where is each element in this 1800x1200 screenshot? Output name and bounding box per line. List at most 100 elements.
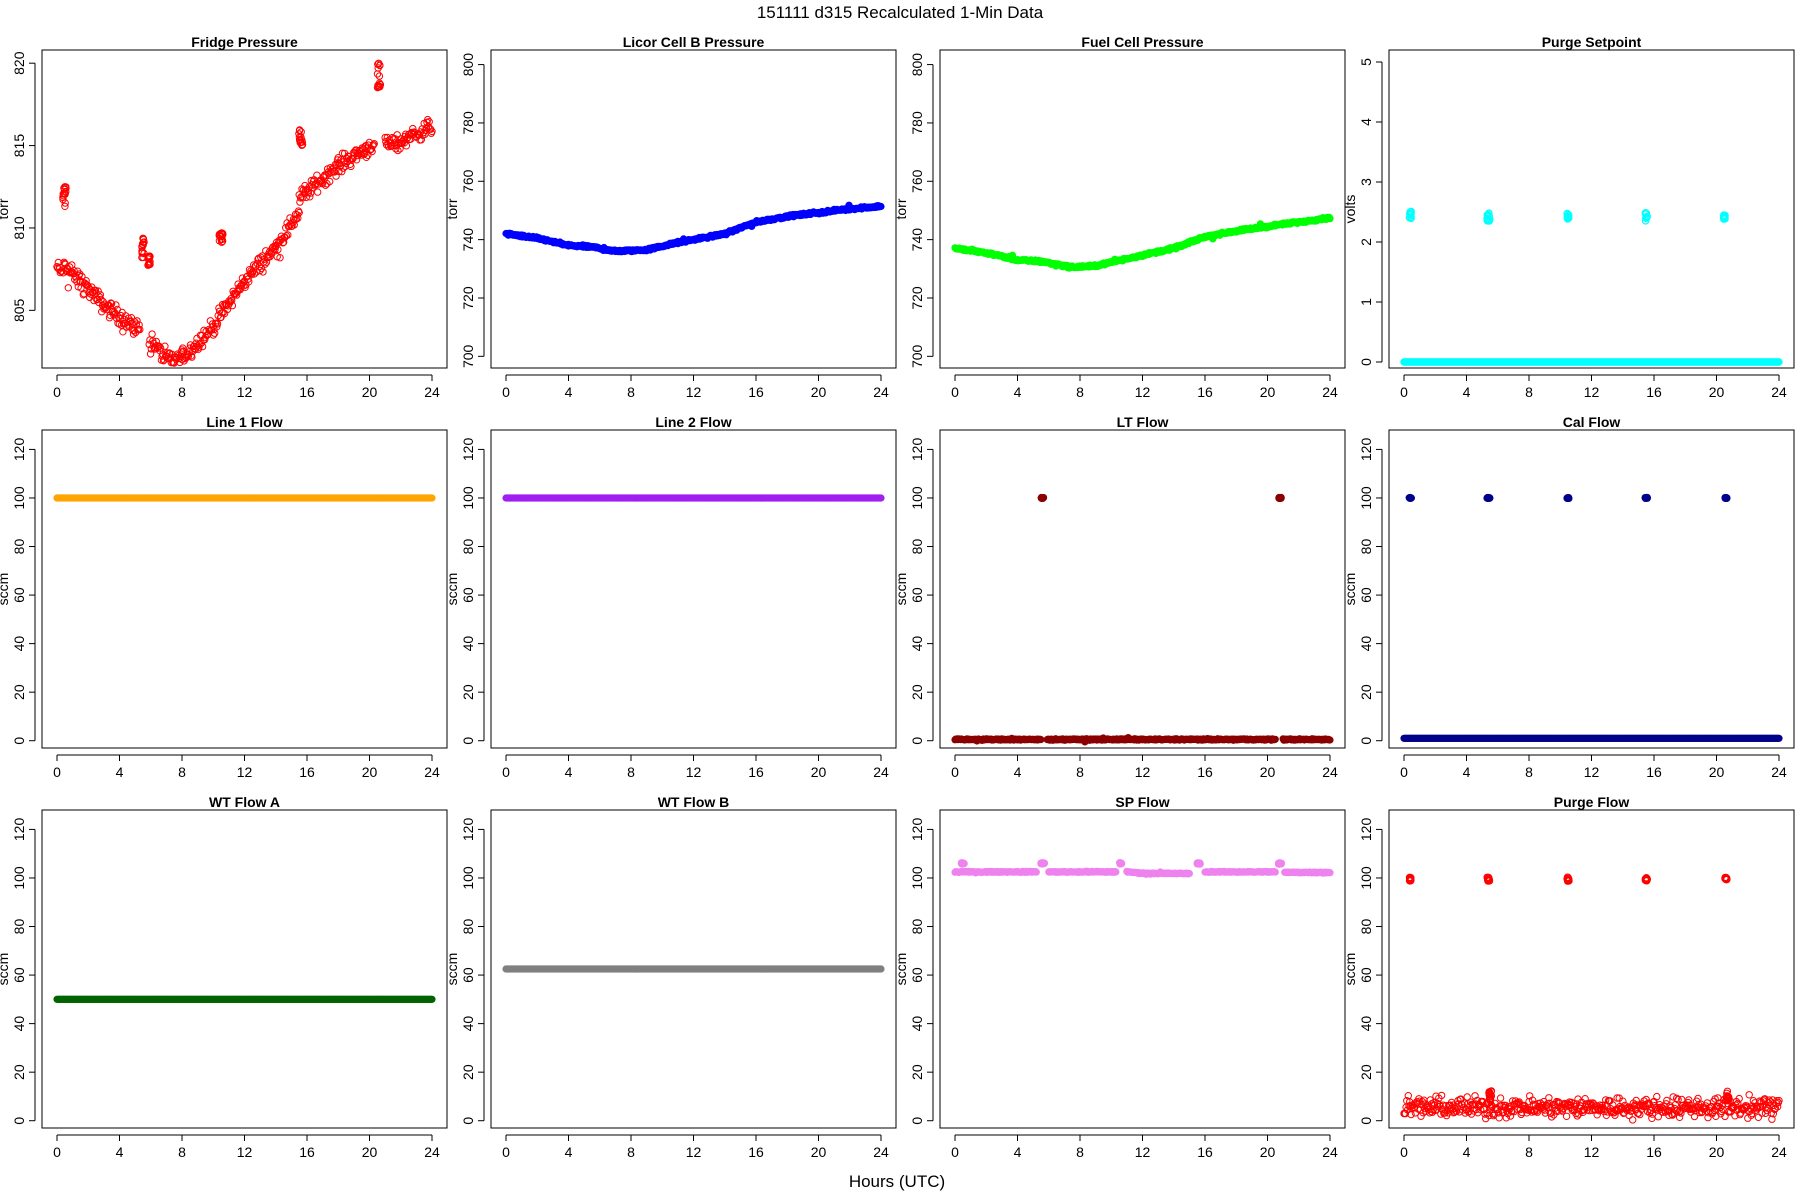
y-tick-label: 3: [1358, 178, 1374, 186]
plot-frame: [939, 49, 1346, 369]
panel-title: Line 1 Flow: [206, 414, 282, 430]
data-point: [144, 253, 153, 261]
data-point: [381, 133, 389, 142]
data-point: [129, 330, 138, 338]
x-tick-label: 20: [1260, 384, 1276, 400]
y-tick-label: 60: [460, 587, 476, 603]
data-point: [161, 342, 169, 350]
data-point: [1037, 494, 1046, 502]
y-tick-label: 120: [11, 818, 27, 842]
y-tick-label: 2: [1358, 238, 1374, 246]
y-tick-label: 120: [460, 438, 476, 462]
data-point: [295, 126, 304, 135]
data-point: [61, 202, 69, 211]
data-point: [211, 329, 219, 337]
data-point: [107, 300, 116, 308]
x-tick-label: 0: [502, 764, 510, 780]
data-point: [297, 128, 305, 136]
data-point: [1271, 735, 1279, 743]
data-point: [1641, 494, 1650, 502]
x-tick-label: 8: [627, 764, 635, 780]
data-point: [218, 229, 226, 238]
data-point: [262, 258, 271, 266]
data-point: [144, 261, 153, 269]
x-tick-label: 0: [951, 764, 959, 780]
y-tick-label: 0: [1358, 358, 1374, 366]
x-axis: 0 4 8 12 16 20 24: [951, 754, 1338, 780]
data-point: [338, 167, 346, 176]
x-axis: 0 4 8 12 16 20 24: [53, 374, 440, 400]
x-tick-label: 20: [1709, 384, 1725, 400]
x-tick-label: 0: [53, 1144, 61, 1160]
data-point: [80, 290, 88, 298]
y-tick-label: 720: [460, 286, 476, 310]
y-tick-label: 0: [11, 737, 27, 745]
data-point: [368, 147, 376, 156]
y-tick-label: 20: [11, 684, 27, 700]
x-tick-label: 16: [1646, 764, 1662, 780]
data-point: [188, 353, 196, 361]
x-tick-label: 8: [1076, 384, 1084, 400]
data-point: [294, 214, 302, 222]
series-cal-flow: [1400, 493, 1783, 742]
y-tick-label: 805: [11, 298, 27, 322]
x-tick-label: 12: [237, 384, 253, 400]
data-point: [90, 296, 98, 305]
y-tick-label: 120: [909, 438, 925, 462]
data-point: [1326, 215, 1334, 223]
x-tick-label: 4: [1463, 764, 1471, 780]
data-point: [62, 183, 70, 191]
data-point: [1775, 734, 1783, 742]
y-tick-label: 0: [460, 737, 476, 745]
data-point: [178, 355, 186, 364]
data-point: [89, 288, 97, 296]
data-point: [1326, 736, 1334, 744]
data-point: [299, 194, 307, 202]
data-point: [369, 142, 377, 150]
data-point: [877, 494, 885, 502]
data-point: [245, 278, 253, 286]
x-tick-label: 16: [748, 384, 764, 400]
data-point: [331, 168, 339, 176]
y-tick-label: 780: [460, 111, 476, 135]
y-axis-label: sccm: [0, 953, 11, 986]
x-tick-label: 12: [686, 764, 702, 780]
series-licor-cell-b-pressure: [502, 201, 885, 256]
data-point: [139, 235, 148, 244]
data-point: [392, 145, 400, 153]
x-tick-label: 20: [362, 384, 378, 400]
data-point: [274, 245, 282, 254]
data-point: [195, 343, 203, 351]
data-point: [209, 331, 218, 339]
data-point: [122, 323, 131, 331]
data-point: [279, 238, 288, 247]
data-point: [375, 79, 384, 87]
y-axis-label: sccm: [893, 573, 909, 606]
x-tick-label: 12: [237, 1144, 253, 1160]
data-point: [369, 141, 378, 149]
y-tick-label: 40: [11, 1016, 27, 1032]
data-point: [218, 237, 227, 246]
x-tick-label: 16: [1197, 764, 1213, 780]
data-point: [1483, 494, 1491, 502]
x-tick-label: 24: [873, 764, 889, 780]
panel-title: Licor Cell B Pressure: [623, 34, 765, 50]
data-point: [135, 321, 143, 329]
x-tick-label: 8: [1525, 384, 1533, 400]
x-tick-label: 12: [1135, 384, 1151, 400]
plot-frame: [1388, 429, 1795, 749]
plot-frame: [41, 429, 448, 749]
y-tick-label: 60: [909, 587, 925, 603]
data-point: [126, 318, 134, 326]
x-tick-label: 4: [1014, 384, 1022, 400]
series-fridge-pressure: [53, 59, 436, 367]
data-point: [228, 301, 237, 310]
y-tick-label: 80: [11, 539, 27, 555]
y-tick-label: 800: [460, 53, 476, 77]
